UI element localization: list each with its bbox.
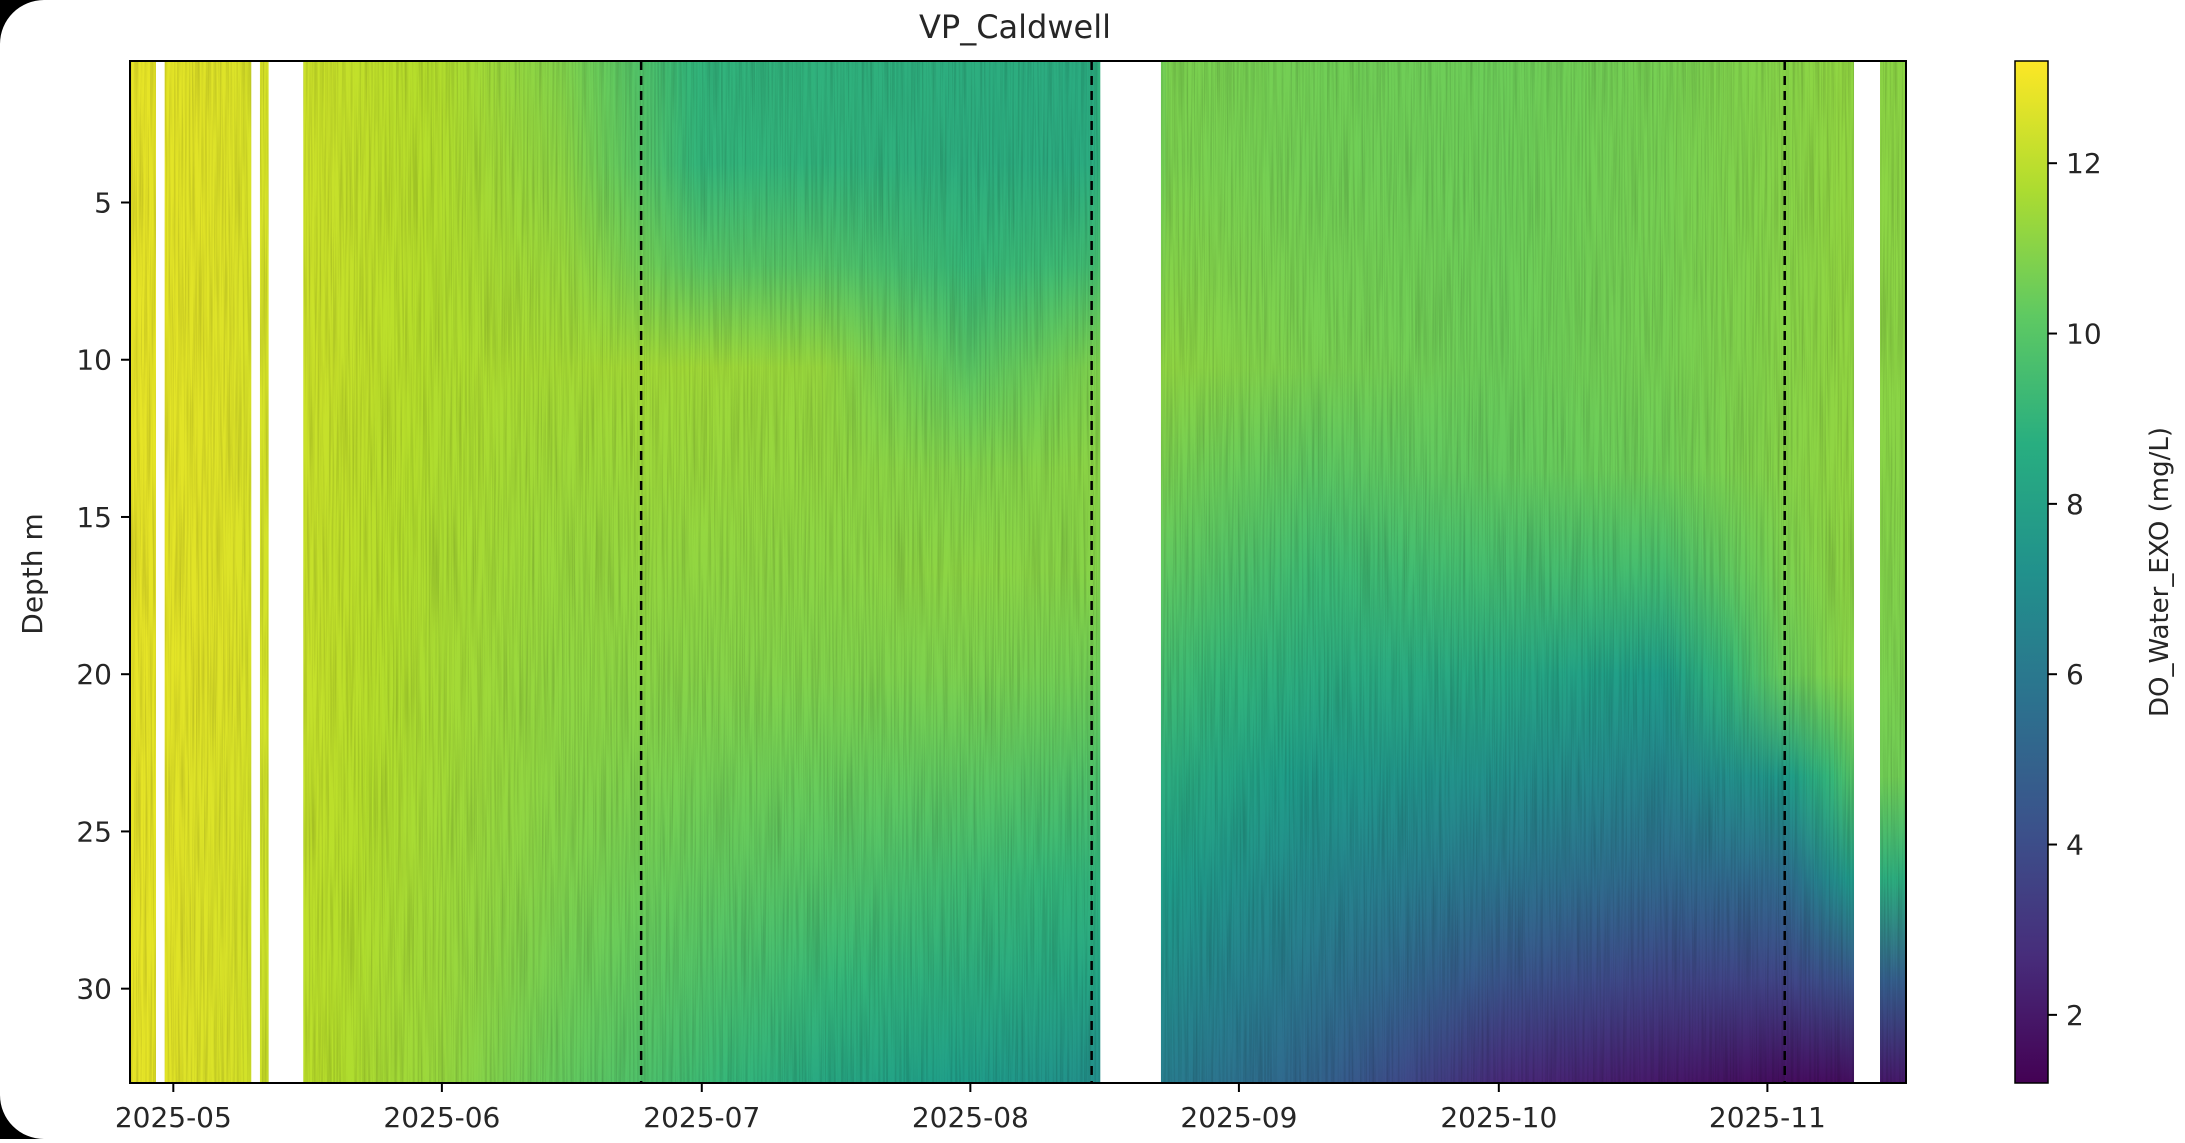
x-tick-label: 2025-06: [383, 1101, 500, 1134]
data-gap: [251, 61, 260, 1083]
x-tick-label: 2025-09: [1180, 1101, 1297, 1134]
y-tick-label: 5: [94, 187, 112, 220]
colorbar-tick-label: 12: [2066, 147, 2102, 180]
plot-frame: [129, 60, 1907, 1084]
colorbar-tick-label: 6: [2066, 658, 2084, 691]
colorbar-axis: 2 4 6 8 10 12: [2048, 147, 2102, 1032]
y-tick-label: 30: [76, 973, 112, 1006]
y-tick-label: 15: [76, 501, 112, 534]
heatmap-texture: [130, 61, 1906, 1083]
colorbar-tick-label: 8: [2066, 488, 2084, 521]
colorbar-gradient: [2014, 60, 2049, 1084]
y-tick-label: 10: [76, 344, 112, 377]
colorbar-tick-label: 10: [2066, 318, 2102, 351]
data-gap: [155, 61, 165, 1083]
x-tick-label: 2025-07: [643, 1101, 760, 1134]
x-tick-label: 2025-10: [1440, 1101, 1557, 1134]
x-tick-label: 2025-08: [912, 1101, 1029, 1134]
y-tick-label: 25: [76, 815, 112, 848]
data-gap: [1854, 61, 1881, 1083]
y-tick-label: 20: [76, 658, 112, 691]
y-axis: 5 10 15 20 25 30: [76, 187, 130, 1006]
colorbar: [2014, 60, 2049, 1084]
x-axis: 2025-05 2025-06 2025-07 2025-08 2025-09 2025-…: [115, 1083, 1826, 1134]
plot-area: [129, 60, 1907, 1084]
x-tick-label: 2025-05: [115, 1101, 232, 1134]
colorbar-tick-label: 4: [2066, 829, 2084, 862]
colorbar-tick-label: 2: [2066, 999, 2084, 1032]
data-gap: [268, 61, 304, 1083]
x-tick-label: 2025-11: [1709, 1101, 1826, 1134]
y-axis-label: Depth m: [16, 513, 49, 634]
chart-title: VP_Caldwell: [919, 8, 1111, 46]
data-gap: [1100, 61, 1161, 1083]
colorbar-label: DO_Water_EXO (mg/L): [2145, 427, 2175, 717]
